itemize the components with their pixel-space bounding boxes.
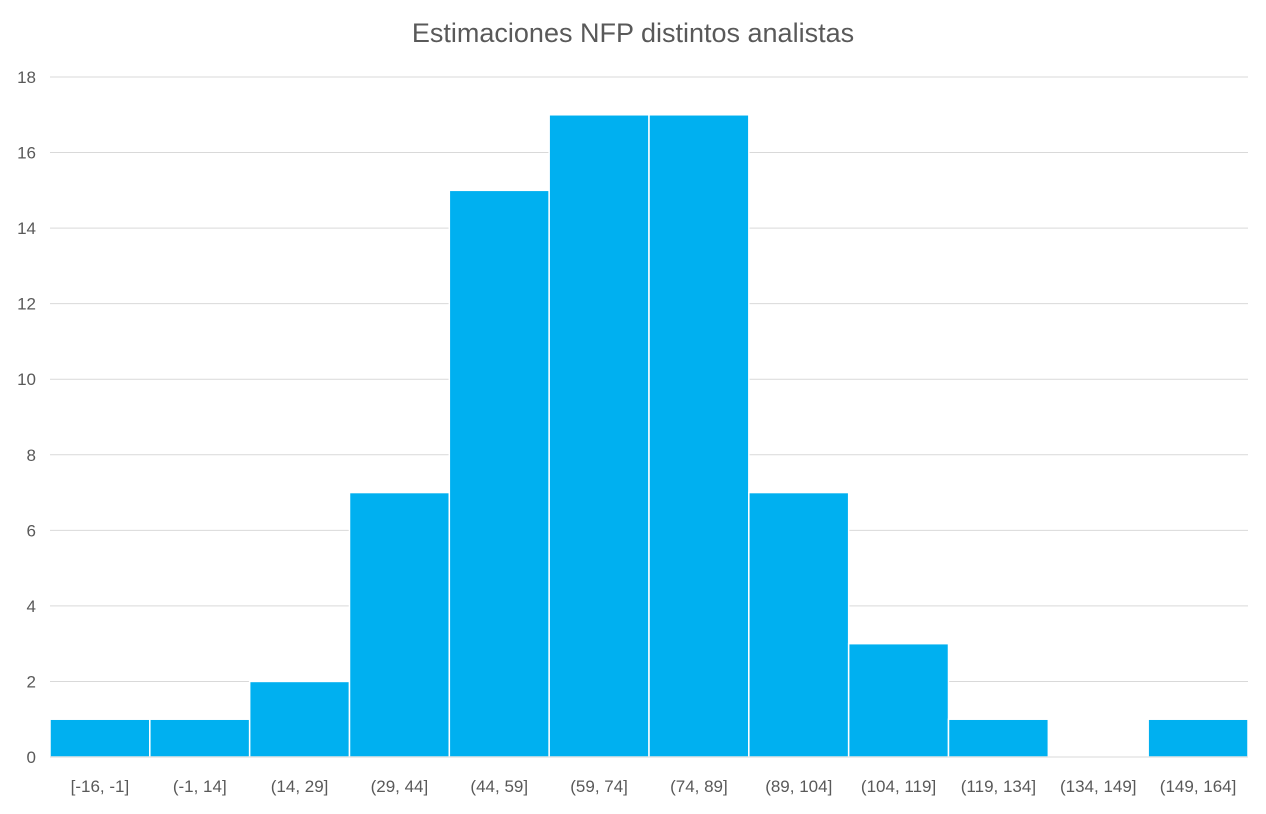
bars: [49, 114, 1249, 758]
x-tick-label: (74, 89]: [670, 777, 728, 796]
y-tick-label: 6: [27, 521, 36, 540]
y-tick-label: 12: [17, 295, 36, 314]
histogram-bar: [49, 718, 151, 758]
histogram-bar: [348, 491, 451, 758]
x-tick-label: (149, 164]: [1160, 777, 1237, 796]
histogram-bar: [847, 642, 950, 758]
x-tick-label: (104, 119]: [861, 777, 936, 796]
x-tick-label: (59, 74]: [570, 777, 628, 796]
y-tick-label: 16: [17, 144, 36, 163]
x-tick-label: [-16, -1]: [71, 777, 130, 796]
histogram-bar: [149, 718, 251, 758]
y-tick-label: 0: [27, 748, 36, 767]
histogram-bar: [648, 114, 750, 758]
histogram-bar: [1147, 718, 1249, 758]
x-axis-ticks: [-16, -1] (-1, 14] (14, 29] (29, 44] (44, 59…: [71, 777, 1237, 796]
x-tick-label: (134, 149]: [1060, 777, 1137, 796]
histogram-bar: [248, 680, 351, 758]
y-tick-label: 4: [27, 597, 36, 616]
y-tick-label: 8: [27, 446, 36, 465]
y-axis-ticks: 0 2 4 6 8 10 12 14 16 18: [17, 68, 36, 767]
histogram-bar: [548, 114, 650, 758]
x-tick-label: (29, 44]: [371, 777, 429, 796]
histogram-bar: [947, 718, 1050, 758]
x-tick-label: (119, 134]: [961, 777, 1036, 796]
x-tick-label: (14, 29]: [271, 777, 329, 796]
histogram-bar: [748, 491, 850, 758]
x-tick-label: (-1, 14]: [173, 777, 227, 796]
y-tick-label: 10: [17, 370, 36, 389]
y-tick-label: 2: [27, 672, 36, 691]
chart-title: Estimaciones NFP distintos analistas: [412, 18, 854, 48]
y-tick-label: 18: [17, 68, 36, 87]
x-tick-label: (89, 104]: [765, 777, 832, 796]
histogram-bar: [448, 189, 550, 758]
y-tick-label: 14: [17, 219, 36, 238]
x-tick-label: (44, 59]: [470, 777, 528, 796]
